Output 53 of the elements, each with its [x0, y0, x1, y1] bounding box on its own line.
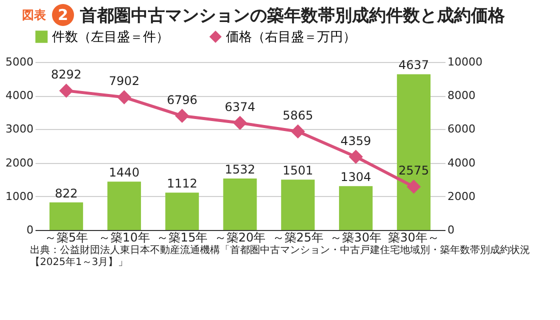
data-label: 1440	[108, 166, 140, 180]
y-tick-label: 4000	[6, 89, 34, 102]
text: 図表	[22, 6, 46, 24]
x-tick-label: ～築25年	[272, 230, 324, 244]
x-tick-label: ～築15年	[156, 230, 208, 244]
data-label: 6796	[166, 92, 198, 107]
point	[117, 90, 132, 104]
y2-tick-label: 0	[448, 224, 454, 236]
y-tick-label: 0	[26, 224, 34, 236]
x-tick-label: 築30年～	[388, 230, 440, 244]
data-label: 1304	[340, 170, 372, 184]
data-label: 1532	[224, 162, 256, 177]
point	[175, 108, 190, 123]
y-tick-label: 2000	[6, 156, 34, 170]
text: 2	[52, 4, 74, 26]
bar	[107, 182, 141, 230]
bar	[339, 186, 373, 230]
bar	[223, 178, 257, 230]
x-tick-label: ～築5年	[44, 230, 88, 244]
point	[406, 180, 421, 194]
data-label: 5865	[282, 108, 314, 122]
data-label: 2575	[398, 164, 429, 178]
y2-tick-label: 6000	[448, 122, 476, 136]
data-label: 7902	[108, 74, 140, 88]
point	[59, 84, 74, 98]
source-note: 出典：公益財団法人東日本不動産流通機構「首都圏中古マンション・中古戸建住宅地域別・築年数帯別成約状況【2025年1～3月】」	[29, 245, 531, 269]
y2-tick-label: 2000	[448, 190, 476, 203]
point	[232, 116, 248, 130]
y2-tick-label: 8000	[448, 89, 476, 102]
data-label: 8292	[51, 68, 82, 82]
y-tick-label: 3000	[6, 122, 34, 136]
x-tick-label: ～築20年	[214, 230, 266, 244]
y-tick-label: 1000	[6, 190, 34, 203]
data-label: 4637	[398, 58, 429, 72]
bar	[49, 202, 84, 230]
data-label: 1501	[282, 164, 314, 178]
data-label: 1112	[166, 176, 198, 191]
data-label: 4359	[340, 134, 372, 148]
chart-title: 首都圏中古マンションの築年数帯別成約件数と成約価格	[80, 4, 505, 26]
y-tick-label: 5000	[6, 56, 34, 68]
bar	[396, 74, 431, 230]
point	[290, 124, 305, 139]
data-label: 822	[54, 186, 78, 200]
legend-label: 価格（右目盛＝万円）	[226, 30, 356, 45]
point	[348, 150, 363, 164]
bar	[281, 180, 315, 230]
legend-label: 件数（左目盛＝件）	[52, 30, 169, 45]
bar	[165, 192, 199, 230]
data-label: 6374	[224, 100, 256, 114]
x-tick-label: ～築30年	[330, 230, 382, 244]
y2-tick-label: 10000	[448, 56, 482, 68]
x-tick-label: ～築10年	[98, 230, 150, 244]
y2-tick-label: 4000	[448, 156, 476, 170]
